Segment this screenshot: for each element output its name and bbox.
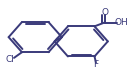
Text: OH: OH	[115, 18, 128, 27]
Text: Cl: Cl	[5, 55, 14, 64]
Text: O: O	[101, 8, 108, 17]
Text: F: F	[93, 60, 99, 69]
